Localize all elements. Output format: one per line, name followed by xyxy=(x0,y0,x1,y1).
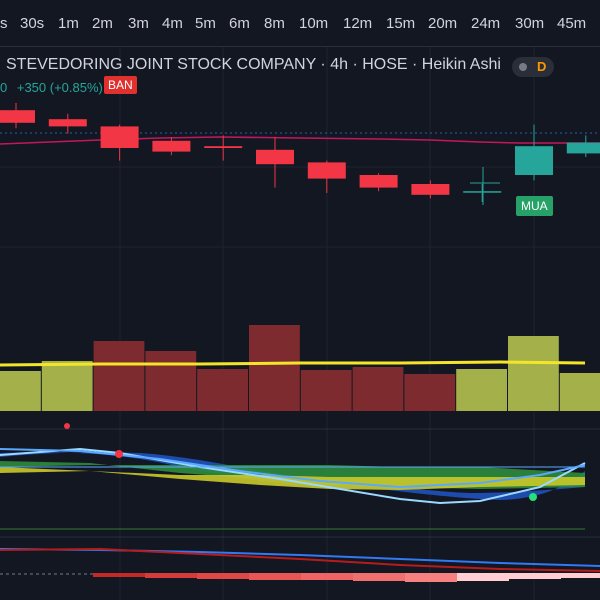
data-status-badge[interactable]: D xyxy=(512,57,554,77)
volume-ma-line xyxy=(0,360,586,367)
candle xyxy=(152,137,191,156)
interval-45m[interactable]: 45m xyxy=(557,15,587,32)
interval-8m[interactable]: 8m xyxy=(264,15,285,32)
volume-bar xyxy=(559,373,600,411)
interval-24m[interactable]: 24m xyxy=(471,15,501,32)
candle-body xyxy=(307,162,346,179)
volume-bar xyxy=(352,367,404,411)
candle xyxy=(463,184,502,202)
candle-body xyxy=(152,140,191,152)
interval-30m[interactable]: 30m xyxy=(515,15,545,32)
moving-average-line xyxy=(0,136,600,145)
change-value: +350 (+0.85%) xyxy=(16,80,103,95)
interval-s[interactable]: s xyxy=(0,15,8,32)
candle-body xyxy=(566,142,600,154)
interval-3m[interactable]: 3m xyxy=(128,15,149,32)
sell-signal-label: BAN xyxy=(104,76,137,94)
interval-1m[interactable]: 1m xyxy=(58,15,79,32)
volume-bar xyxy=(41,361,93,411)
volume-bar xyxy=(456,369,507,411)
interval-2m[interactable]: 2m xyxy=(92,15,113,32)
interval-5m[interactable]: 5m xyxy=(195,15,216,32)
interval-toolbar: s 30s 1m 2m 3m 4m 5m 6m 8m 10m 12m 15m 20m 24m 30m 45m xyxy=(0,0,600,47)
volume-bar xyxy=(145,351,197,411)
volume-bar xyxy=(0,371,41,411)
candle-body xyxy=(411,184,450,195)
candle xyxy=(204,135,243,161)
price-change: 0 +350 (+0.85%) xyxy=(0,80,103,95)
candle-body xyxy=(256,149,294,165)
volume-bar xyxy=(508,336,559,411)
interval-6m[interactable]: 6m xyxy=(229,15,250,32)
candle xyxy=(100,124,139,161)
status-dot-icon xyxy=(519,63,527,71)
candle-body xyxy=(359,175,398,188)
symbol-title[interactable]: STEVEDORING JOINT STOCK COMPANY · 4h · H… xyxy=(6,56,501,73)
candle-body xyxy=(100,126,139,148)
macd-pane xyxy=(0,547,600,582)
candle xyxy=(566,135,600,157)
volume-bars-group xyxy=(0,325,600,411)
interval-15m[interactable]: 15m xyxy=(386,15,416,32)
interval-10m[interactable]: 10m xyxy=(299,15,329,32)
candle xyxy=(0,103,35,129)
candle-body xyxy=(204,146,243,148)
cursor-marker xyxy=(470,167,500,205)
volume-bar xyxy=(93,341,145,411)
candles-group xyxy=(0,103,600,202)
grid-lines xyxy=(0,47,600,600)
interval-12m[interactable]: 12m xyxy=(343,15,373,32)
candle xyxy=(256,137,294,188)
candle-body xyxy=(463,191,502,193)
volume-bar xyxy=(404,374,456,411)
interval-30s[interactable]: 30s xyxy=(20,15,45,32)
volume-bar xyxy=(300,370,352,411)
volume-bar xyxy=(197,369,248,411)
candle xyxy=(359,173,398,192)
badge-letter: D xyxy=(537,59,547,74)
candle xyxy=(515,124,553,181)
interval-20m[interactable]: 20m xyxy=(428,15,458,32)
indicator-bands xyxy=(0,423,586,505)
candle xyxy=(411,180,450,199)
buy-signal-label: MUA xyxy=(516,196,553,216)
volume-bar xyxy=(249,325,300,411)
candle-body xyxy=(0,110,35,123)
candle xyxy=(307,160,346,193)
candle-body xyxy=(515,146,553,175)
change-prefix: 0 xyxy=(0,80,8,95)
candle-body xyxy=(48,119,87,127)
chart-canvas[interactable] xyxy=(0,47,600,600)
interval-4m[interactable]: 4m xyxy=(162,15,183,32)
candle xyxy=(48,113,87,134)
